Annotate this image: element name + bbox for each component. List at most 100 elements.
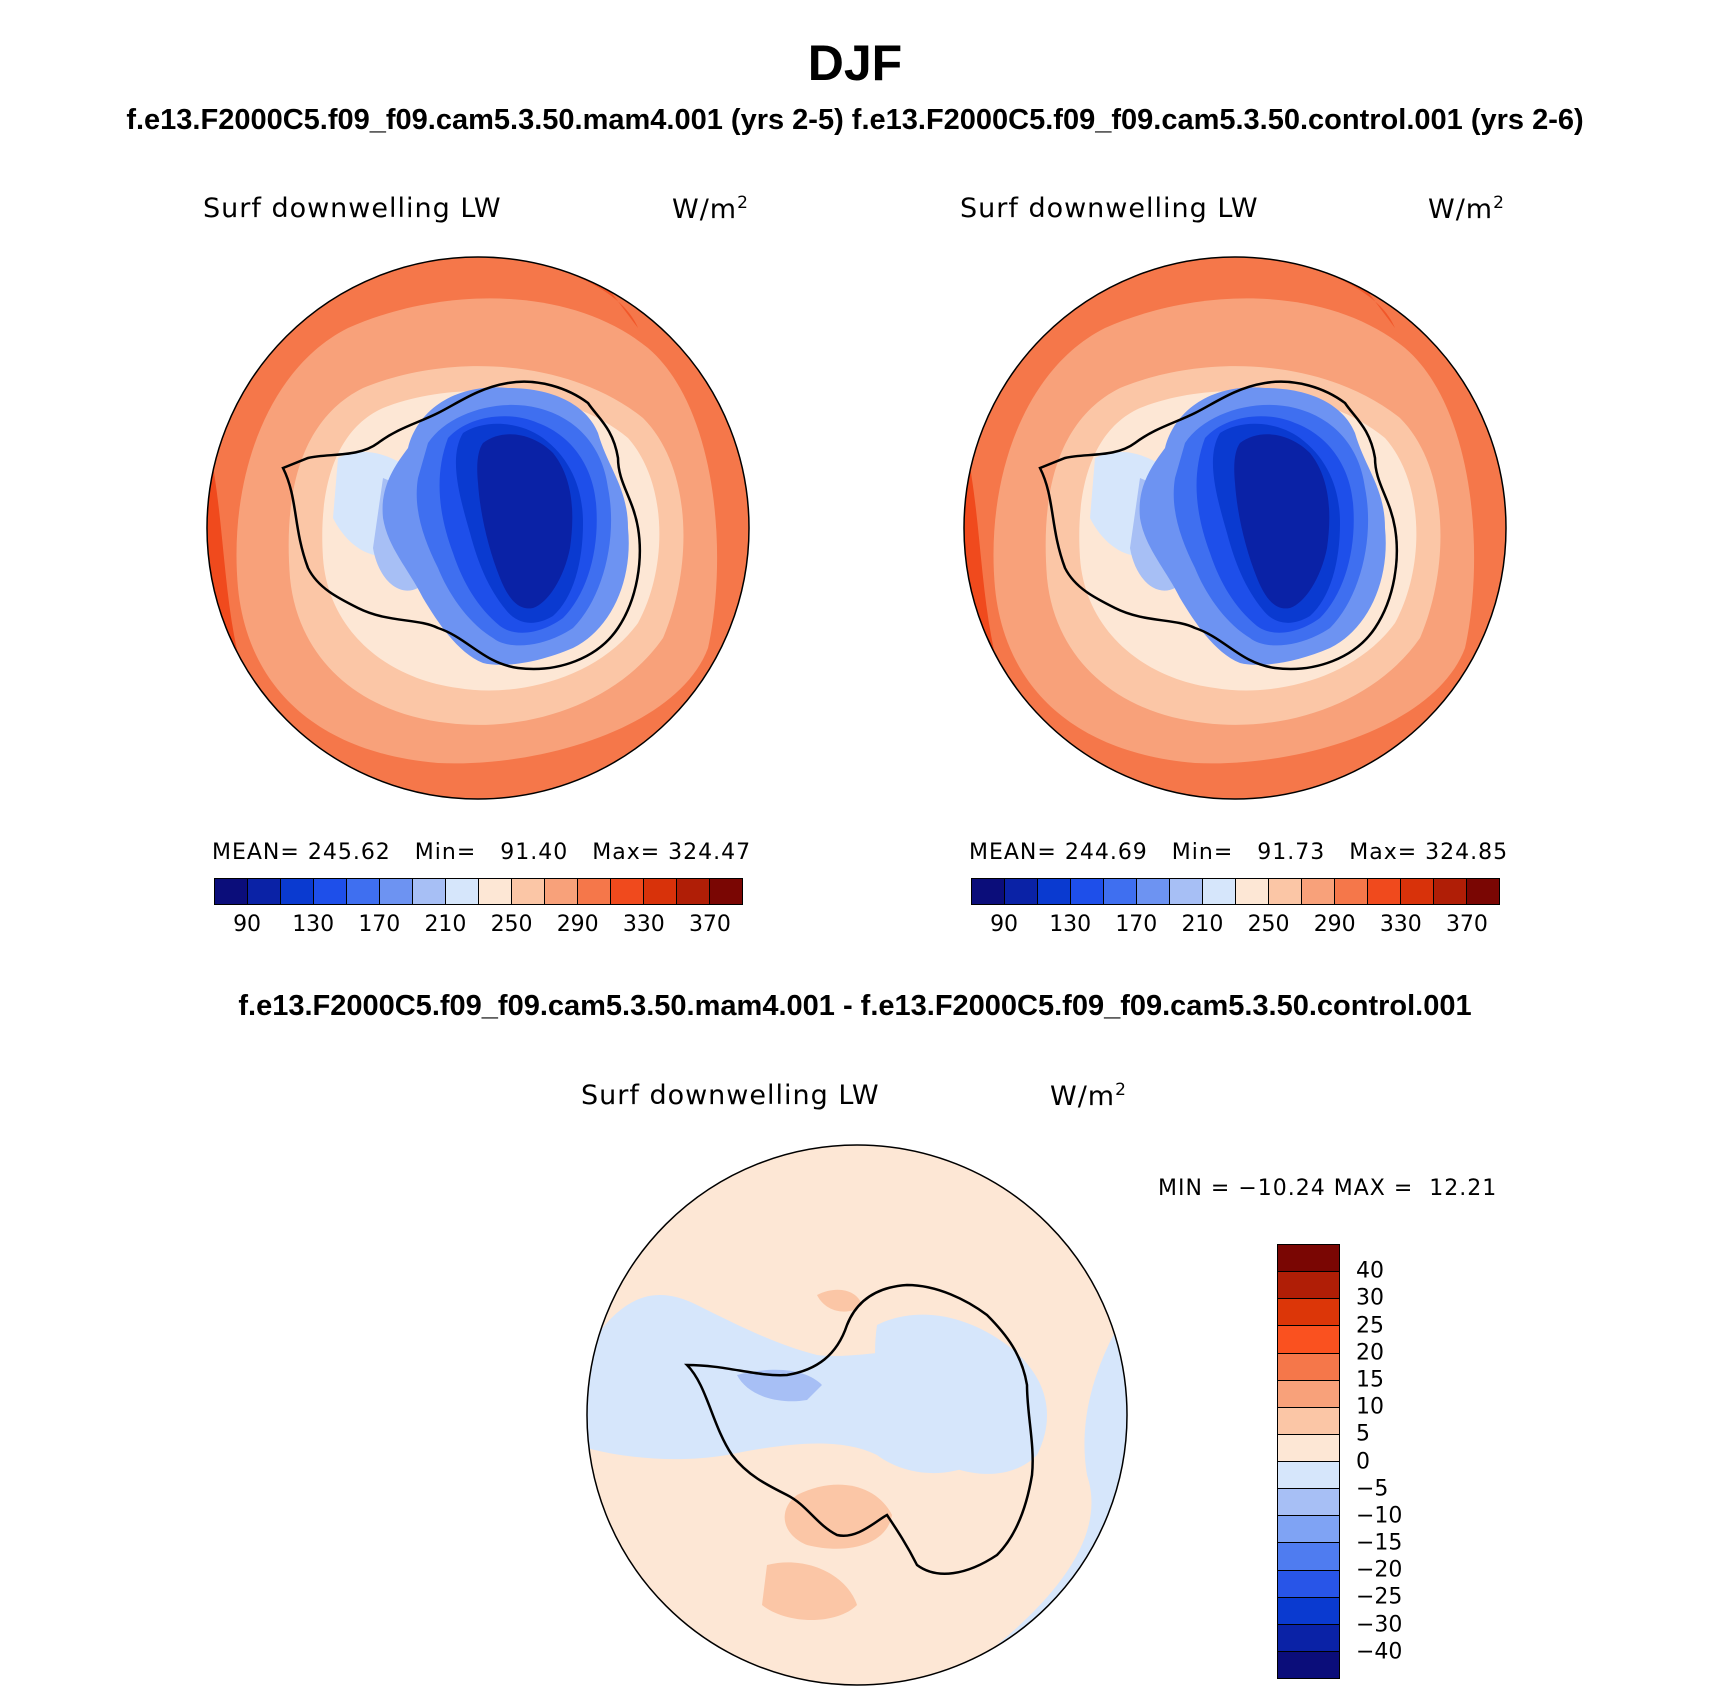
colorbar-box — [677, 879, 710, 904]
colorbar-tick-label: −40 — [1356, 1639, 1403, 1665]
colorbar-box — [1278, 1272, 1339, 1300]
colorbar-tick-label: 370 — [1445, 912, 1488, 937]
colorbar-box — [1278, 1245, 1339, 1273]
colorbar-tick-label: 90 — [990, 912, 1019, 937]
colorbar-tick-label: 15 — [1356, 1367, 1384, 1393]
panel1-units-label: W/m2 — [672, 193, 749, 225]
colorbar-box — [1170, 879, 1203, 904]
colorbar-box — [1104, 879, 1137, 904]
colorbar-box — [479, 879, 512, 904]
colorbar-box — [248, 879, 281, 904]
colorbar-box — [1368, 879, 1401, 904]
colorbar-tick-label: 290 — [556, 912, 599, 937]
difference-colorbar-ticks: 40 30 25 20 15 10 5 0 −5 −10 −15 −20 −25 −30 −40 — [1356, 1244, 1436, 1679]
colorbar-box — [1278, 1597, 1339, 1625]
colorbar-box — [1278, 1489, 1339, 1517]
colorbar-box — [611, 879, 644, 904]
panel1-colorbar — [214, 878, 743, 905]
colorbar-box — [413, 879, 446, 904]
colorbar-box — [1005, 879, 1038, 904]
colorbar-tick-label: −5 — [1356, 1476, 1389, 1502]
diff-variable-label: Surf downwelling LW — [581, 1080, 880, 1111]
colorbar-box — [1269, 879, 1302, 904]
colorbar-box — [578, 879, 611, 904]
colorbar-box — [446, 879, 479, 904]
colorbar-box — [1278, 1570, 1339, 1598]
colorbar-box — [314, 879, 347, 904]
difference-map — [586, 1144, 1128, 1686]
figure-title: DJF — [807, 35, 903, 91]
colorbar-box — [347, 879, 380, 904]
colorbar-box — [1278, 1516, 1339, 1544]
cases-subtitle: f.e13.F2000C5.f09_f09.cam5.3.50.mam4.001… — [126, 104, 1584, 136]
colorbar-box — [1278, 1407, 1339, 1435]
colorbar-tick-label: 130 — [1049, 912, 1092, 937]
colorbar-box — [1467, 879, 1499, 904]
colorbar-tick-label: −15 — [1356, 1530, 1403, 1556]
colorbar-tick-label: 40 — [1356, 1258, 1384, 1284]
colorbar-box — [644, 879, 677, 904]
panel1-colorbar-ticks: 90 130 170 210 250 290 330 370 — [214, 912, 743, 940]
colorbar-box — [1278, 1434, 1339, 1462]
panel2-variable-label: Surf downwelling LW — [960, 193, 1259, 224]
colorbar-tick-label: 210 — [1181, 912, 1224, 937]
panel2-colorbar — [971, 878, 1500, 905]
colorbar-box — [1236, 879, 1269, 904]
colorbar-box — [1278, 1651, 1339, 1678]
colorbar-box — [972, 879, 1005, 904]
colorbar-box — [1434, 879, 1467, 904]
colorbar-tick-label: 0 — [1356, 1449, 1370, 1474]
colorbar-box — [1278, 1299, 1339, 1327]
colorbar-tick-label: 5 — [1356, 1421, 1370, 1447]
colorbar-box — [1203, 879, 1236, 904]
colorbar-tick-label: 130 — [292, 912, 335, 937]
colorbar-box — [545, 879, 578, 904]
panel1-variable-label: Surf downwelling LW — [203, 193, 502, 224]
colorbar-box — [1071, 879, 1104, 904]
colorbar-box — [1302, 879, 1335, 904]
colorbar-box — [1278, 1353, 1339, 1381]
panel1-stats: MEAN= 245.62 Min= 91.40 Max= 324.47 — [212, 840, 752, 865]
colorbar-box — [1038, 879, 1071, 904]
colorbar-box — [215, 879, 248, 904]
colorbar-tick-label: 250 — [490, 912, 533, 937]
colorbar-box — [281, 879, 314, 904]
colorbar-tick-label: 370 — [688, 912, 731, 937]
colorbar-tick-label: 20 — [1356, 1340, 1384, 1366]
colorbar-box — [710, 879, 742, 904]
panel2-units-label: W/m2 — [1428, 193, 1505, 225]
colorbar-tick-label: −20 — [1356, 1557, 1403, 1583]
colorbar-box — [1137, 879, 1170, 904]
colorbar-tick-label: −30 — [1356, 1612, 1403, 1638]
colorbar-box — [380, 879, 413, 904]
colorbar-tick-label: 210 — [424, 912, 467, 937]
colorbar-tick-label: −25 — [1356, 1584, 1403, 1610]
colorbar-tick-label: 330 — [622, 912, 665, 937]
difference-colorbar — [1277, 1244, 1340, 1679]
diff-units-label: W/m2 — [1050, 1080, 1127, 1112]
colorbar-box — [1278, 1543, 1339, 1571]
colorbar-tick-label: 90 — [233, 912, 262, 937]
panel2-map — [963, 256, 1507, 800]
colorbar-tick-label: 170 — [358, 912, 401, 937]
colorbar-box — [1278, 1326, 1339, 1354]
colorbar-tick-label: 290 — [1313, 912, 1356, 937]
panel2-colorbar-ticks: 90 130 170 210 250 290 330 370 — [971, 912, 1500, 940]
difference-subtitle: f.e13.F2000C5.f09_f09.cam5.3.50.mam4.001… — [238, 990, 1472, 1022]
colorbar-box — [512, 879, 545, 904]
colorbar-tick-label: 30 — [1356, 1285, 1384, 1311]
colorbar-tick-label: 250 — [1247, 912, 1290, 937]
colorbar-box — [1335, 879, 1368, 904]
colorbar-box — [1278, 1380, 1339, 1408]
colorbar-box — [1278, 1462, 1339, 1490]
colorbar-box — [1278, 1624, 1339, 1652]
colorbar-box — [1401, 879, 1434, 904]
colorbar-tick-label: 170 — [1115, 912, 1158, 937]
panel2-stats: MEAN= 244.69 Min= 91.73 Max= 324.85 — [969, 840, 1509, 865]
colorbar-tick-label: 330 — [1379, 912, 1422, 937]
colorbar-tick-label: 25 — [1356, 1313, 1384, 1339]
diff-minmax: MIN = −10.24 MAX = 12.21 — [1158, 1176, 1498, 1201]
colorbar-tick-label: −10 — [1356, 1503, 1403, 1529]
colorbar-tick-label: 10 — [1356, 1394, 1384, 1420]
panel1-map — [206, 256, 750, 800]
